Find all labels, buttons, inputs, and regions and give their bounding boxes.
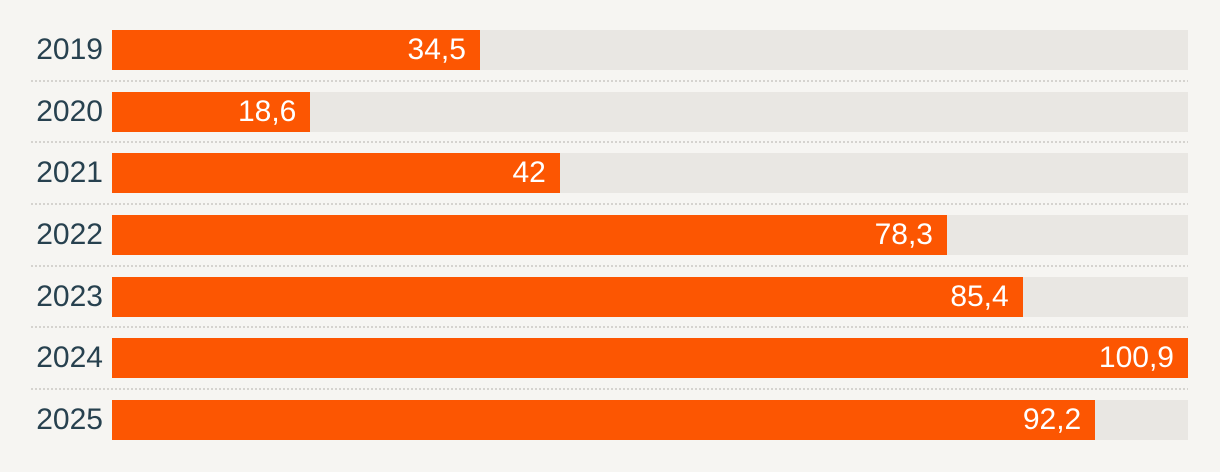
value-label: 85,4 [950, 279, 1009, 313]
bar-track: 92,2 [112, 399, 1188, 440]
bar-track: 18,6 [112, 91, 1188, 132]
bar: 18,6 [112, 91, 311, 132]
row-separator-dotted-line [31, 326, 1188, 329]
chart-row: 2021 42 [0, 153, 1220, 194]
category-label: 2021 [36, 156, 103, 190]
bar: 34,5 [112, 30, 480, 70]
bar: 85,4 [112, 276, 1023, 317]
chart-row: 2022 78,3 [0, 214, 1220, 255]
category-label: 2019 [36, 33, 103, 66]
value-label: 34,5 [407, 33, 466, 66]
category-label: 2023 [36, 279, 103, 313]
bar-track: 100,9 [112, 338, 1188, 379]
row-separator-dotted-line [31, 141, 1188, 144]
chart-row: 2025 92,2 [0, 399, 1220, 440]
bar-track: 85,4 [112, 276, 1188, 317]
row-separator-dotted-line [31, 264, 1188, 267]
bar: 92,2 [112, 399, 1096, 440]
category-label: 2020 [36, 94, 103, 128]
chart-row: 2024 100,9 [0, 338, 1220, 379]
row-separator-dotted-line [31, 388, 1188, 391]
category-label: 2024 [36, 341, 103, 375]
bar-track: 78,3 [112, 214, 1188, 255]
bar: 42 [112, 153, 560, 194]
bar: 78,3 [112, 214, 947, 255]
chart-row: 2019 34,5 [0, 30, 1220, 70]
row-separator-gap [0, 255, 1220, 277]
value-label: 92,2 [1022, 402, 1082, 436]
value-label: 78,3 [874, 217, 933, 251]
chart-row: 2020 18,6 [0, 91, 1220, 132]
row-separator-gap [0, 378, 1220, 400]
bar-track: 42 [112, 153, 1188, 194]
bar: 100,9 [112, 338, 1188, 379]
row-separator-gap [0, 317, 1220, 339]
category-label: 2022 [36, 217, 103, 251]
row-separator-gap [0, 132, 1220, 154]
row-separator-dotted-line [31, 79, 1188, 82]
row-separator-gap [0, 70, 1220, 92]
bar-track: 34,5 [112, 30, 1188, 70]
chart-row: 2023 85,4 [0, 276, 1220, 317]
row-separator-gap [0, 193, 1220, 215]
value-label: 42 [512, 156, 546, 190]
row-separator-dotted-line [31, 203, 1188, 206]
category-label: 2025 [36, 402, 103, 436]
value-label: 18,6 [237, 94, 297, 128]
value-label: 100,9 [1098, 341, 1174, 375]
